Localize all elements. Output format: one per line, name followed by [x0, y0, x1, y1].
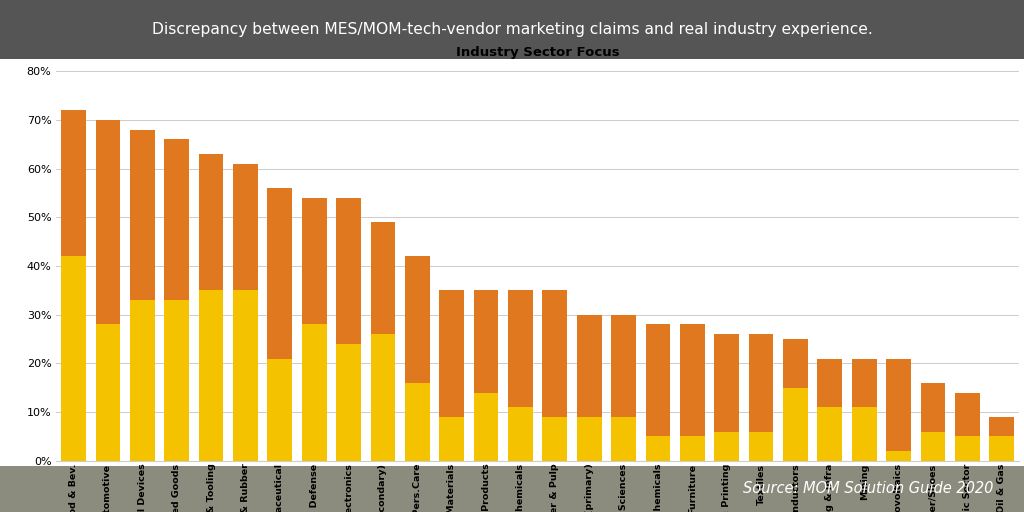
Bar	[817, 358, 842, 407]
Bar	[645, 325, 671, 436]
Bar	[783, 388, 808, 461]
Bar	[267, 358, 292, 461]
Bar	[199, 290, 223, 461]
Bar	[233, 290, 258, 461]
Bar	[577, 315, 601, 417]
Bar	[577, 417, 601, 461]
Bar	[404, 383, 430, 461]
Bar	[852, 407, 877, 461]
Bar	[955, 393, 980, 436]
Bar	[680, 436, 705, 461]
Bar	[886, 358, 911, 451]
Bar	[783, 339, 808, 388]
Text: Source: MOM Solution Guide 2020: Source: MOM Solution Guide 2020	[742, 481, 993, 497]
Bar	[543, 417, 567, 461]
Bar	[233, 164, 258, 290]
Bar	[199, 154, 223, 290]
Bar	[886, 451, 911, 461]
Bar	[817, 407, 842, 461]
Bar	[439, 290, 464, 417]
Text: Discrepancy between MES/MOM-tech-vendor marketing claims and real industry exper: Discrepancy between MES/MOM-tech-vendor …	[152, 22, 872, 37]
Bar	[61, 110, 86, 256]
Title: Industry Sector Focus: Industry Sector Focus	[456, 46, 620, 59]
Bar	[371, 334, 395, 461]
Bar	[164, 300, 189, 461]
Bar	[749, 432, 773, 461]
Bar	[336, 198, 360, 344]
Bar	[680, 325, 705, 436]
Bar	[611, 315, 636, 417]
Bar	[955, 436, 980, 461]
Bar	[989, 436, 1014, 461]
Bar	[302, 198, 327, 325]
Bar	[645, 436, 671, 461]
Bar	[130, 130, 155, 300]
Bar	[508, 290, 532, 407]
Bar	[164, 139, 189, 300]
Bar	[921, 432, 945, 461]
Bar	[921, 383, 945, 432]
Bar	[404, 256, 430, 383]
Bar	[95, 120, 120, 325]
Bar	[715, 334, 739, 432]
Bar	[267, 188, 292, 358]
Bar	[749, 334, 773, 432]
Bar	[715, 432, 739, 461]
Bar	[61, 256, 86, 461]
Bar	[371, 222, 395, 334]
Bar	[439, 417, 464, 461]
Bar	[336, 344, 360, 461]
Bar	[474, 393, 499, 461]
Bar	[302, 325, 327, 461]
Bar	[95, 325, 120, 461]
Bar	[852, 358, 877, 407]
Bar	[508, 407, 532, 461]
Bar	[130, 300, 155, 461]
Bar	[989, 417, 1014, 436]
Bar	[543, 290, 567, 417]
Bar	[474, 290, 499, 393]
Bar	[611, 417, 636, 461]
